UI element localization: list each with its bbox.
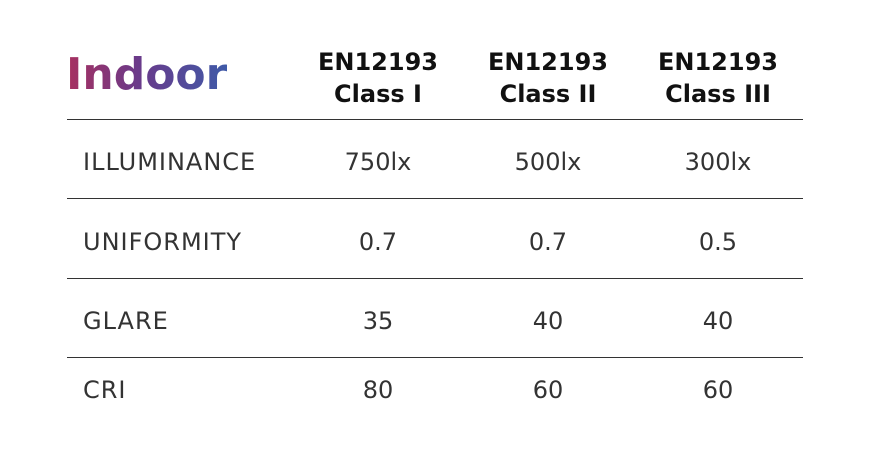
column-header: EN12193 <box>488 48 608 76</box>
row-label: UNIFORMITY <box>83 228 243 256</box>
cell-value: 35 <box>362 307 394 335</box>
cell-value: 0.5 <box>698 228 738 256</box>
row-divider <box>67 119 803 120</box>
cell-value: 750lx <box>344 148 412 176</box>
column-header: EN12193 <box>318 48 438 76</box>
column-header: EN12193 <box>658 48 778 76</box>
column-header: Class III <box>665 80 771 108</box>
cell-value: 300lx <box>684 148 752 176</box>
cell-value: 40 <box>532 307 564 335</box>
row-label: ILLUMINANCE <box>83 148 257 176</box>
cell-value: 0.7 <box>358 228 398 256</box>
cell-value: 0.7 <box>528 228 568 256</box>
cell-value: 60 <box>532 376 564 404</box>
cell-value: 60 <box>702 376 734 404</box>
cell-value: 500lx <box>514 148 582 176</box>
row-divider <box>67 357 803 358</box>
column-header: Class II <box>499 80 597 108</box>
title: Indoor <box>66 49 228 100</box>
column-header: Class I <box>334 80 422 108</box>
cell-value: 80 <box>362 376 394 404</box>
row-label: GLARE <box>83 307 169 335</box>
row-divider <box>67 198 803 199</box>
row-divider <box>67 278 803 279</box>
cell-value: 40 <box>702 307 734 335</box>
row-label: CRI <box>83 376 127 404</box>
